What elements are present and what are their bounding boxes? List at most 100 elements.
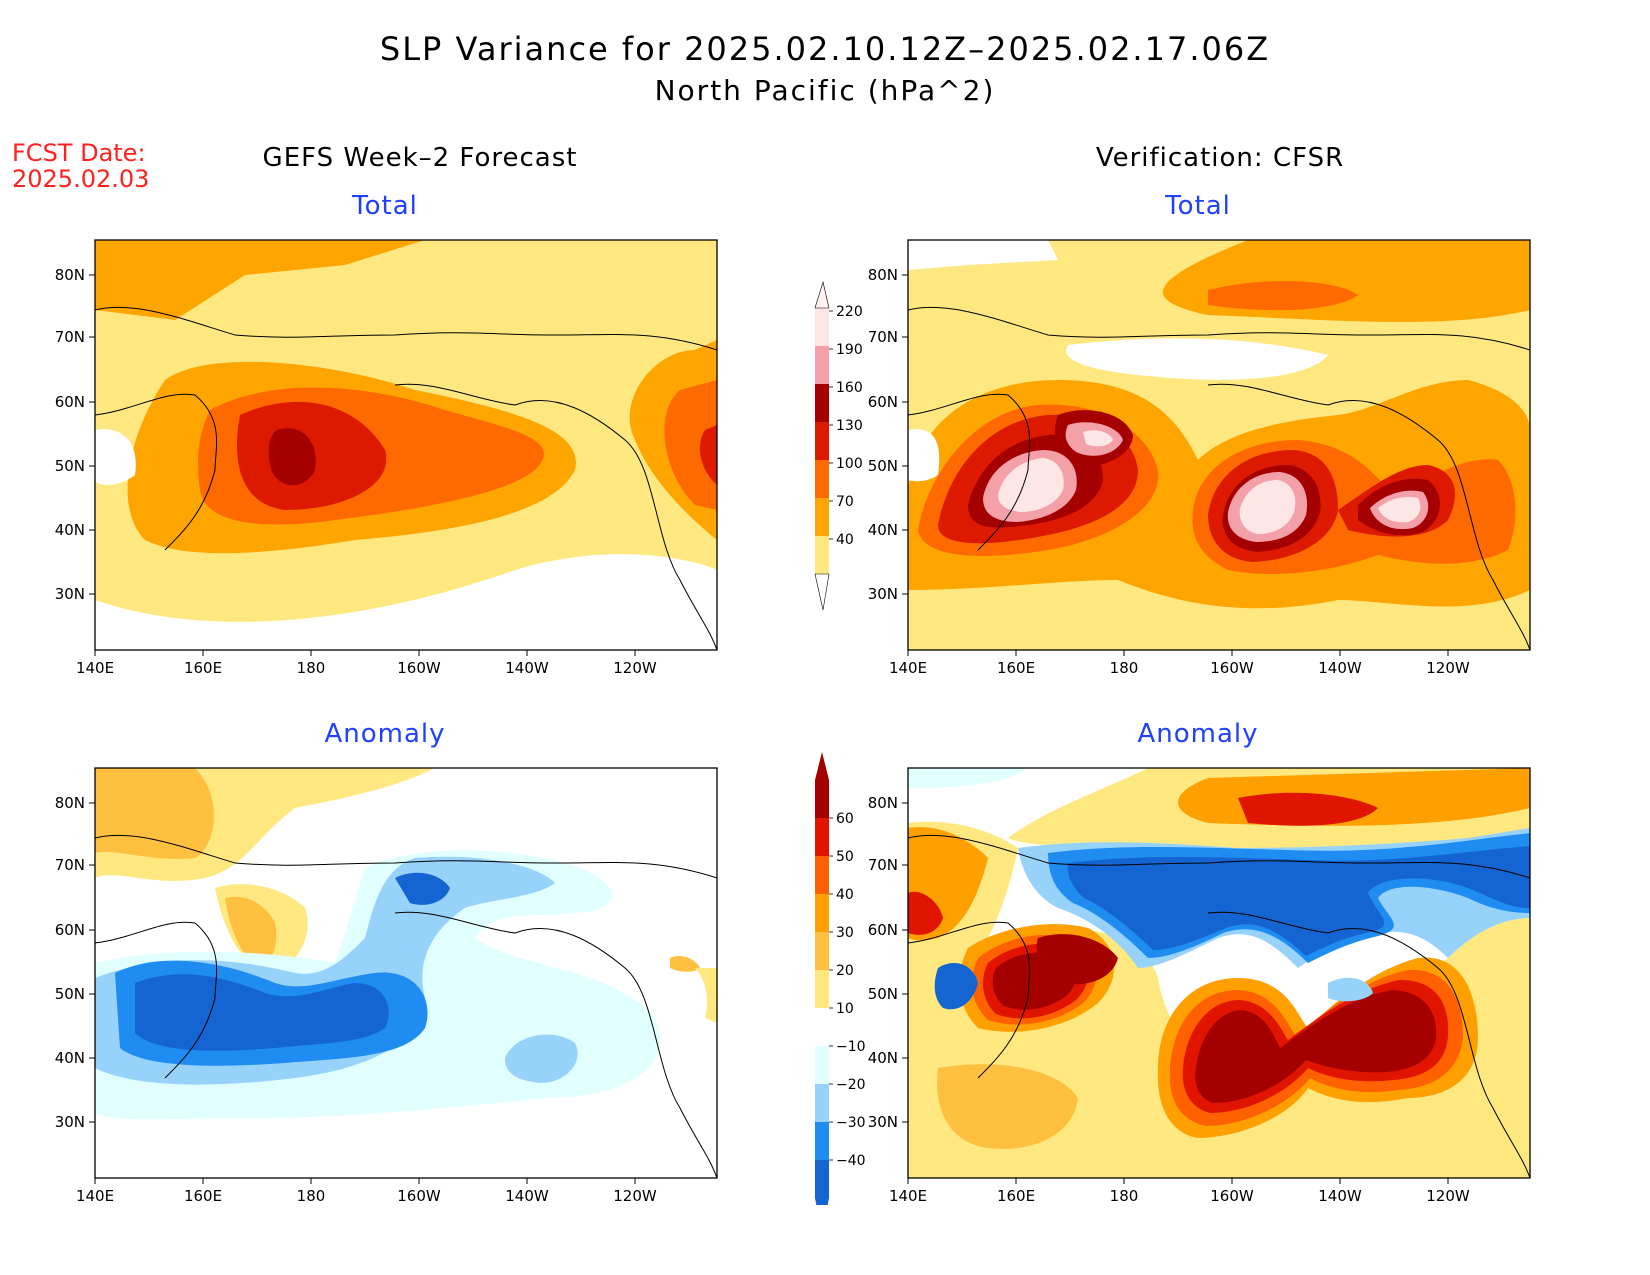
colorbar-label: 10 xyxy=(836,1001,854,1017)
colorbar-swatch xyxy=(815,1122,829,1160)
right-column-heading: Verification: CFSR xyxy=(1095,143,1345,173)
lat-tick-label: 50N xyxy=(868,457,898,475)
lon-tick-label: 120W xyxy=(613,1187,657,1205)
colorbar-swatch xyxy=(815,308,829,346)
fcst-date-block: FCST Date: 2025.02.03 xyxy=(12,140,149,192)
contour-130-east xyxy=(699,425,717,485)
colorbar-label: −20 xyxy=(836,1077,866,1093)
colorbar-swatch xyxy=(815,346,829,384)
lon-tick-label: 120W xyxy=(1426,659,1470,677)
coastline-arctic xyxy=(95,306,717,351)
colorbar-swatch xyxy=(815,894,829,932)
lon-tick-label: 140W xyxy=(1318,659,1362,677)
lon-tick-label: 160W xyxy=(1210,659,1254,677)
lat-tick-label: 60N xyxy=(55,393,85,411)
colorbar-swatch xyxy=(815,818,829,856)
colorbar-anomaly: −40 −30 −20 −10 10 20 30 40 50 60 xyxy=(815,752,866,1205)
main-subtitle: North Pacific (hPa^2) xyxy=(654,74,996,107)
map-fields: 80N 70N 60N 50N 40N 30N 140E 160E 180 160W 140W 12… xyxy=(55,239,718,677)
lon-tick-label: 140E xyxy=(889,1187,927,1205)
map-panel-verification-anomaly: 80N 70N 60N 50N 40N 30N 140E 160E 180 160W 140W 12… xyxy=(868,767,1531,1205)
colorbar-label: 30 xyxy=(836,925,854,941)
left-column-heading: GEFS Week–2 Forecast xyxy=(262,143,578,173)
contour-below-40 xyxy=(95,554,717,650)
colorbar-label: −40 xyxy=(836,1153,866,1169)
colorbar-total: 40 70 100 130 160 190 220 xyxy=(814,280,863,610)
colorbar-swatch xyxy=(815,422,829,460)
contour-160 xyxy=(268,428,316,486)
coastline-america xyxy=(394,911,717,1178)
colorbar-label: 50 xyxy=(836,849,854,865)
map-fields: 80N 70N 60N 50N 40N 30N 140E 160E 180 160W 140W 12… xyxy=(868,767,1531,1205)
lat-tick-label: 50N xyxy=(55,457,85,475)
coastline-asia xyxy=(908,393,1031,551)
colorbar-swatch xyxy=(815,856,829,894)
lon-tick-label: 180 xyxy=(1110,659,1139,677)
coastline-asia xyxy=(95,393,218,551)
panel-title-tl: Total xyxy=(352,191,418,221)
lat-tick-label: 40N xyxy=(868,1049,898,1067)
colorbar-label: 190 xyxy=(836,342,863,358)
lon-tick-label: 140E xyxy=(76,1187,114,1205)
lat-tick-label: 30N xyxy=(868,1113,898,1131)
lat-tick-label: 80N xyxy=(55,794,85,812)
map-frame xyxy=(94,239,718,651)
lon-tick-label: 160E xyxy=(184,1187,222,1205)
lon-tick-label: 160W xyxy=(397,1187,441,1205)
lon-tick-label: 160W xyxy=(397,659,441,677)
lon-tick-label: 140E xyxy=(76,659,114,677)
lon-tick-label: 180 xyxy=(297,659,326,677)
coastline-america xyxy=(1207,383,1530,650)
lat-tick-label: 70N xyxy=(55,328,85,346)
lon-tick-label: 120W xyxy=(613,659,657,677)
contour-220-west xyxy=(998,458,1064,512)
lat-tick-label: 70N xyxy=(868,328,898,346)
lat-tick-label: 40N xyxy=(55,521,85,539)
coastline-arctic xyxy=(908,306,1530,351)
lon-tick-label: 180 xyxy=(297,1187,326,1205)
colorbar-label: 20 xyxy=(836,963,854,979)
colorbar-label: −30 xyxy=(836,1115,866,1131)
colorbar-swatch xyxy=(815,780,829,818)
lat-tick-label: 60N xyxy=(868,393,898,411)
lat-tick-label: 80N xyxy=(55,266,85,284)
main-title: SLP Variance for 2025.02.10.12Z–2025.02.… xyxy=(379,30,1271,68)
lat-tick-label: 70N xyxy=(868,856,898,874)
colorbar-label: 100 xyxy=(836,456,863,472)
lon-tick-label: 140W xyxy=(505,1187,549,1205)
map-fields: 80N 70N 60N 50N 40N 30N 140E 160E 180 160W 140W 12… xyxy=(868,239,1531,677)
coastline-asia xyxy=(95,921,218,1079)
map-frame xyxy=(907,767,1531,1179)
colorbar-swatch xyxy=(815,536,829,574)
colorbar-swatch xyxy=(815,970,829,1008)
contour-70-north xyxy=(95,240,425,320)
panel-title-tr: Total xyxy=(1165,191,1231,221)
colorbar-label: 130 xyxy=(836,418,863,434)
lon-tick-label: 140W xyxy=(1318,1187,1362,1205)
coastline-asia xyxy=(908,921,1031,1079)
lat-tick-label: 50N xyxy=(868,985,898,1003)
lon-tick-label: 140W xyxy=(505,659,549,677)
map-frame xyxy=(94,767,718,1179)
colorbar-swatch xyxy=(815,460,829,498)
map-frame xyxy=(907,239,1531,651)
map-panel-forecast-total: 80N 70N 60N 50N 40N 30N 140E 160E 180 160W 140W 12… xyxy=(55,239,718,677)
colorbar-swatch xyxy=(815,1008,829,1046)
colorbar-swatch xyxy=(815,384,829,422)
panel-title-bl: Anomaly xyxy=(324,719,446,749)
colorbar-swatch xyxy=(815,932,829,970)
lat-tick-label: 40N xyxy=(868,521,898,539)
colorbar-swatch xyxy=(815,1160,829,1198)
lat-tick-label: 30N xyxy=(55,1113,85,1131)
colorbar-label: −10 xyxy=(836,1039,866,1055)
lon-tick-label: 120W xyxy=(1426,1187,1470,1205)
lon-tick-label: 160W xyxy=(1210,1187,1254,1205)
fcst-date-label: FCST Date: xyxy=(12,139,146,167)
lat-tick-label: 60N xyxy=(55,921,85,939)
anom-negative-40 xyxy=(135,974,389,1051)
anom-positive-center xyxy=(225,896,277,968)
lon-tick-label: 140E xyxy=(889,659,927,677)
colorbar-label: 220 xyxy=(836,304,863,320)
colorbar-swatch xyxy=(815,498,829,536)
lat-tick-label: 40N xyxy=(55,1049,85,1067)
